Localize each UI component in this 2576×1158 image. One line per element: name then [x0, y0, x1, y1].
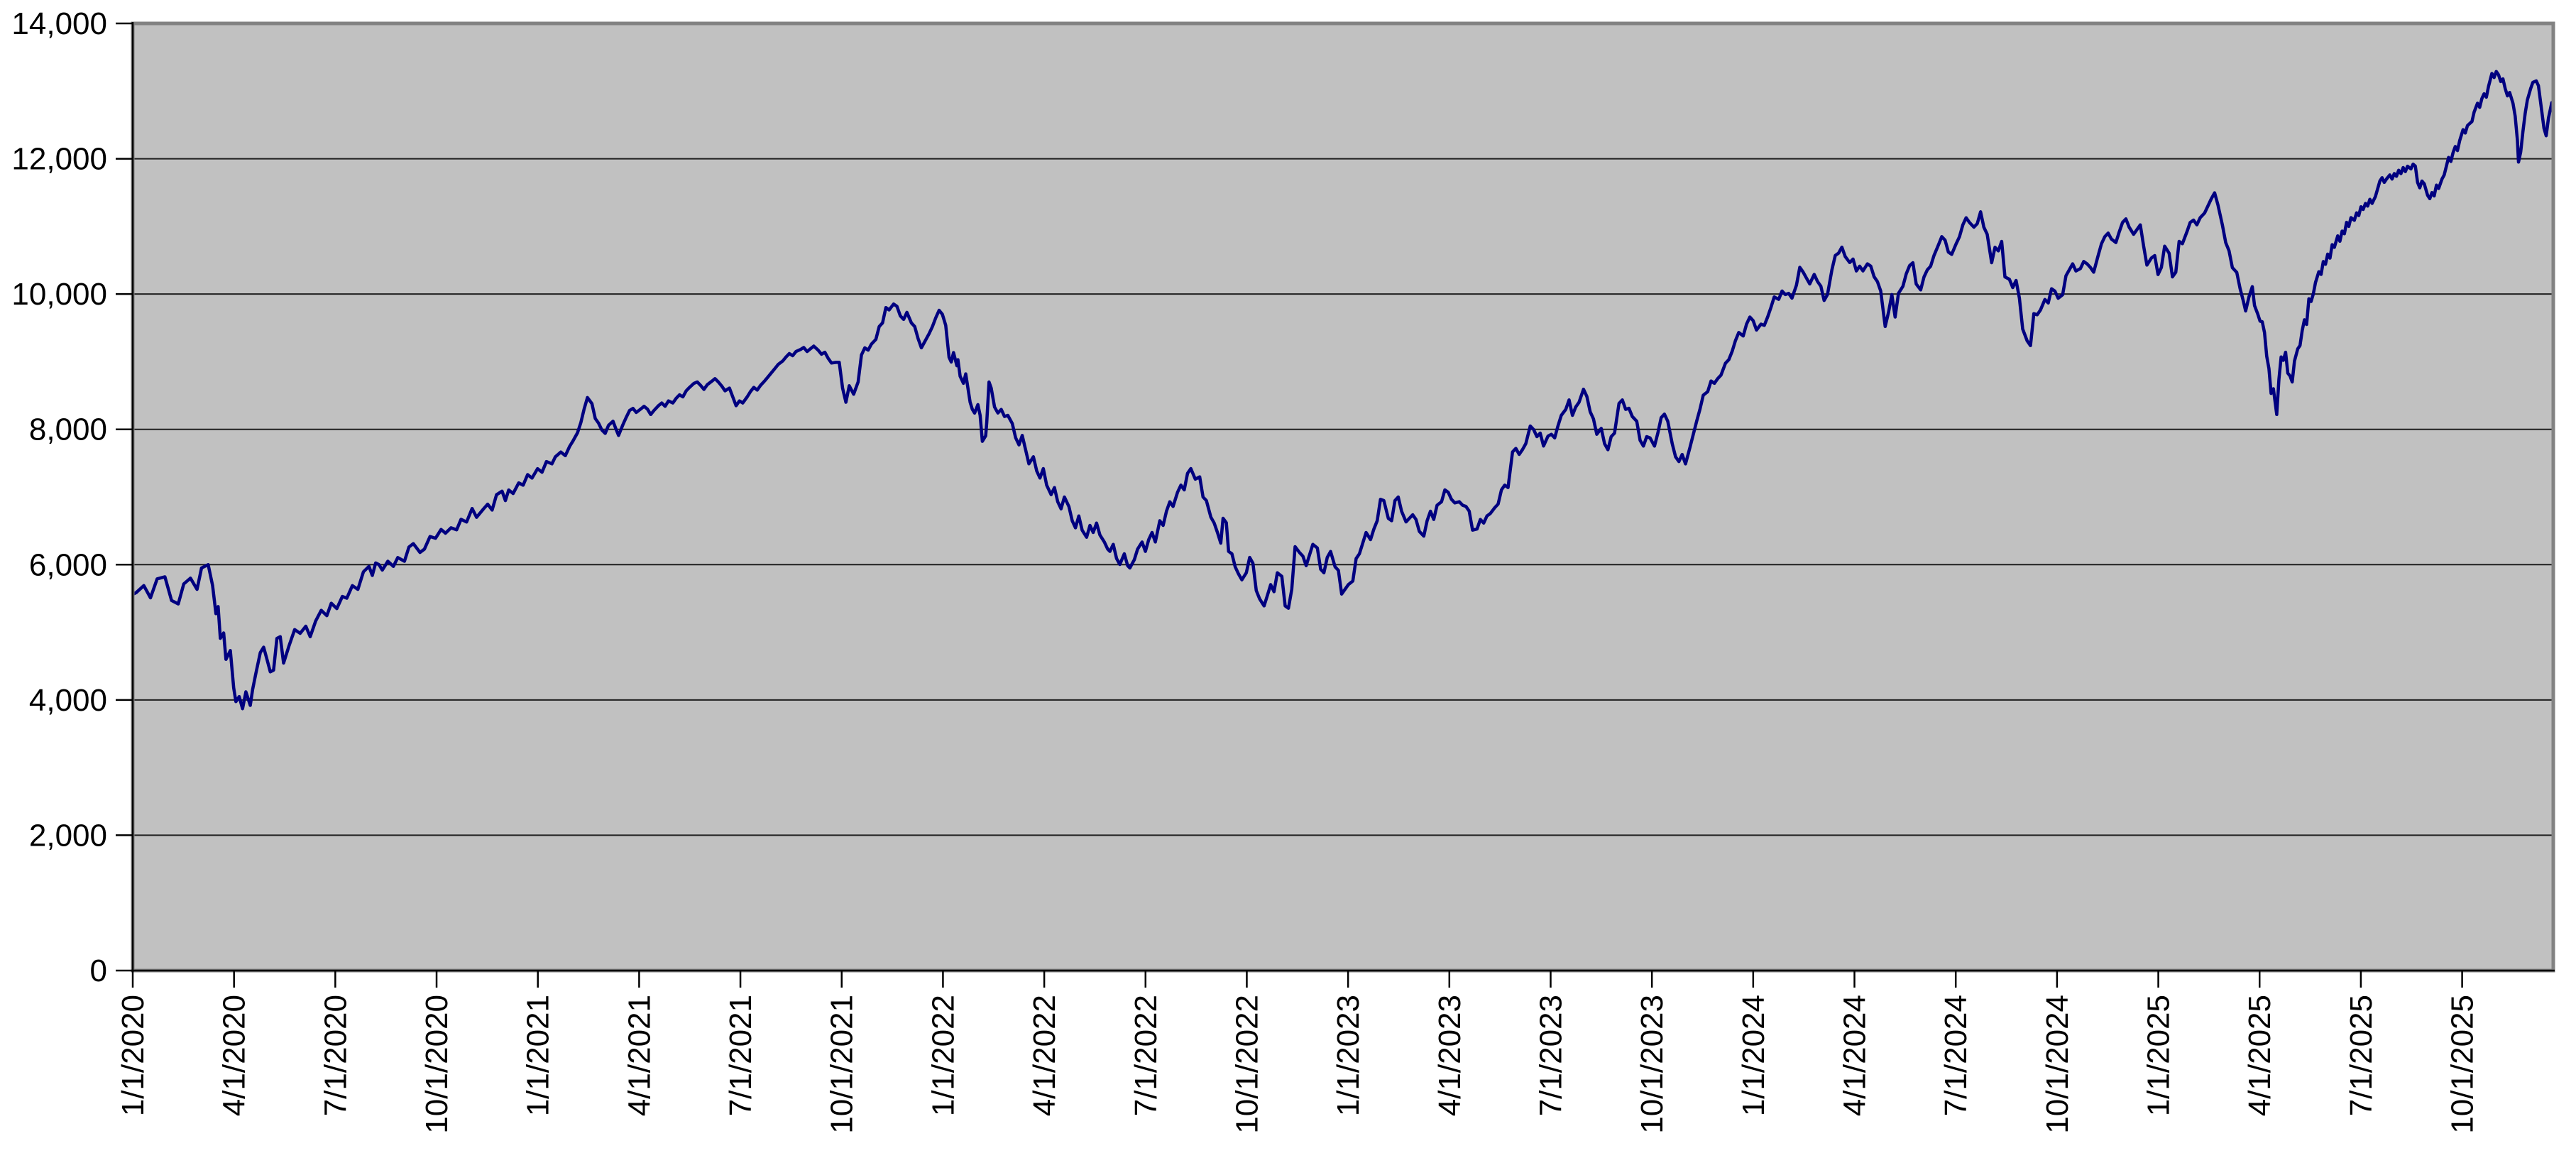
x-axis-label: 10/1/2024 — [2040, 995, 2075, 1134]
x-axis-label: 10/1/2023 — [1635, 995, 1670, 1134]
y-axis-label: 14,000 — [11, 6, 107, 41]
y-axis-label: 2,000 — [29, 818, 107, 853]
x-axis-label: 10/1/2022 — [1229, 995, 1264, 1134]
x-axis-label: 4/1/2023 — [1432, 995, 1467, 1116]
data-series-line — [131, 70, 2554, 711]
y-axis-label: 4,000 — [29, 683, 107, 718]
y-axis-label: 12,000 — [11, 142, 107, 177]
x-axis-label: 7/1/2022 — [1129, 995, 1163, 1116]
x-axis-label: 1/1/2024 — [1736, 995, 1771, 1116]
x-axis-label: 4/1/2025 — [2242, 995, 2277, 1116]
plot-area — [133, 23, 2553, 971]
x-axis-label: 1/1/2023 — [1331, 995, 1366, 1116]
x-axis-label: 7/1/2025 — [2344, 995, 2379, 1116]
x-axis-label: 10/1/2020 — [420, 995, 454, 1134]
y-axis-label: 8,000 — [29, 413, 107, 447]
y-axis-label: 0 — [90, 954, 107, 988]
x-axis-label: 1/1/2020 — [116, 995, 150, 1116]
y-axis-label: 6,000 — [29, 547, 107, 582]
x-axis-label: 4/1/2024 — [1838, 995, 1873, 1116]
x-axis-label: 7/1/2023 — [1533, 995, 1568, 1116]
x-axis-label: 4/1/2021 — [622, 995, 657, 1116]
x-axis-label: 7/1/2021 — [723, 995, 758, 1116]
x-axis-label: 7/1/2020 — [318, 995, 353, 1116]
x-axis-label: 7/1/2024 — [1939, 995, 1973, 1116]
x-axis-label: 1/1/2022 — [926, 995, 960, 1116]
x-axis-label: 1/1/2021 — [521, 995, 556, 1116]
x-axis-label: 4/1/2022 — [1027, 995, 1062, 1116]
x-axis-label: 4/1/2020 — [217, 995, 252, 1116]
y-axis-label: 10,000 — [11, 277, 107, 312]
x-axis-label: 10/1/2021 — [825, 995, 860, 1134]
x-axis-label: 10/1/2025 — [2445, 995, 2480, 1134]
x-axis-label: 1/1/2025 — [2142, 995, 2176, 1116]
